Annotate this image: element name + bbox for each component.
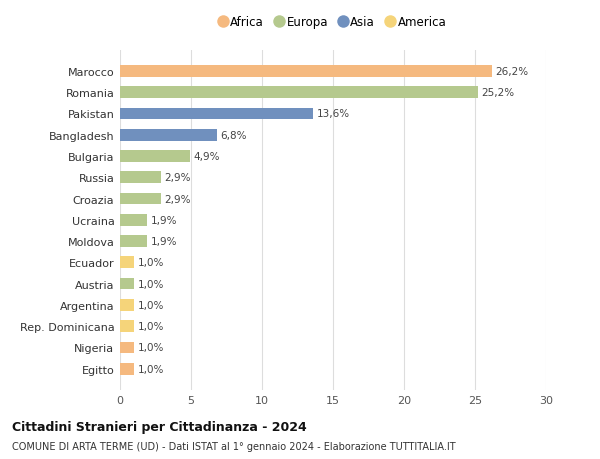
- Bar: [120, 87, 478, 99]
- Bar: [120, 342, 134, 353]
- Text: Cittadini Stranieri per Cittadinanza - 2024: Cittadini Stranieri per Cittadinanza - 2…: [12, 420, 307, 434]
- Bar: [120, 299, 134, 311]
- Legend: Africa, Europa, Asia, America: Africa, Europa, Asia, America: [220, 16, 446, 28]
- Text: 1,0%: 1,0%: [138, 300, 164, 310]
- Bar: [120, 172, 161, 184]
- Bar: [120, 236, 147, 247]
- Text: 1,0%: 1,0%: [138, 343, 164, 353]
- Text: 1,0%: 1,0%: [138, 279, 164, 289]
- Bar: [120, 108, 313, 120]
- Text: 1,9%: 1,9%: [151, 215, 177, 225]
- Text: 1,0%: 1,0%: [138, 321, 164, 331]
- Bar: [120, 66, 492, 78]
- Bar: [120, 214, 147, 226]
- Bar: [120, 151, 190, 162]
- Text: 1,9%: 1,9%: [151, 236, 177, 246]
- Text: 4,9%: 4,9%: [193, 151, 220, 162]
- Text: 13,6%: 13,6%: [317, 109, 350, 119]
- Text: 1,0%: 1,0%: [138, 258, 164, 268]
- Bar: [120, 257, 134, 269]
- Text: COMUNE DI ARTA TERME (UD) - Dati ISTAT al 1° gennaio 2024 - Elaborazione TUTTITA: COMUNE DI ARTA TERME (UD) - Dati ISTAT a…: [12, 441, 455, 451]
- Bar: [120, 129, 217, 141]
- Bar: [120, 363, 134, 375]
- Text: 2,9%: 2,9%: [165, 194, 191, 204]
- Text: 25,2%: 25,2%: [481, 88, 515, 98]
- Bar: [120, 320, 134, 332]
- Bar: [120, 278, 134, 290]
- Text: 6,8%: 6,8%: [220, 130, 247, 140]
- Bar: [120, 193, 161, 205]
- Text: 1,0%: 1,0%: [138, 364, 164, 374]
- Text: 2,9%: 2,9%: [165, 173, 191, 183]
- Text: 26,2%: 26,2%: [496, 67, 529, 77]
